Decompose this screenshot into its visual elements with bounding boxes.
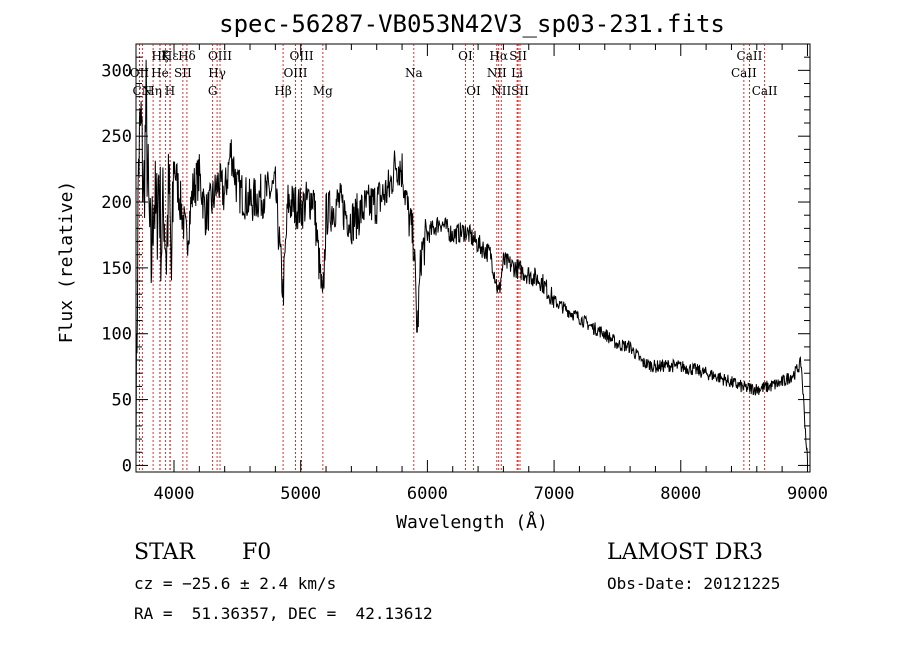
line-label: OI (458, 49, 473, 63)
chart-title: spec-56287-VB053N42V3_sp03-231.fits (219, 10, 725, 38)
plot-frame (135, 43, 811, 473)
line-label: CaII (731, 66, 757, 80)
line-label: G (208, 84, 218, 98)
line-label: He (151, 66, 169, 80)
line-label: Hη (144, 84, 162, 98)
x-tick-label: 8000 (660, 484, 701, 504)
object-subclass: F0 (242, 540, 272, 565)
line-label: Hγ (208, 66, 226, 80)
line-label: Na (405, 66, 423, 80)
y-tick-label: 250 (101, 127, 132, 147)
x-tick-label: 6000 (407, 484, 448, 504)
redshift-info: cz = −25.6 ± 2.4 km/s (134, 574, 337, 593)
y-axis-label: Flux (relative) (56, 181, 77, 344)
y-tick-label: 50 (112, 391, 132, 411)
x-axis-ticks: 4000 5000 6000 7000 8000 9000 (154, 44, 828, 504)
line-label: OIII (208, 49, 232, 63)
x-tick-label: 9000 (787, 484, 828, 504)
line-label: Mg (313, 84, 333, 98)
line-label: Hδ (178, 49, 196, 63)
x-tick-label: 7000 (534, 484, 575, 504)
emission-line-markers (139, 44, 766, 472)
line-label: NII (487, 66, 507, 80)
x-tick-label: 4000 (154, 484, 195, 504)
y-tick-label: 150 (101, 259, 132, 279)
coordinates-info: RA = 51.36357, DEC = 42.13612 (134, 604, 433, 623)
y-tick-label: 100 (101, 325, 132, 345)
line-label: CN (132, 84, 152, 98)
line-label: NII (491, 84, 511, 98)
y-tick-label: 0 (122, 456, 132, 476)
line-label: Li (511, 66, 523, 80)
line-label: Hζ (151, 49, 168, 63)
line-label: Hα (489, 49, 508, 63)
line-label: SII (511, 84, 529, 98)
line-label: CaII (737, 49, 763, 63)
line-label: Hβ (274, 84, 291, 98)
x-axis-label: Wavelength (Å) (396, 511, 548, 533)
spectrum-line (135, 59, 808, 466)
object-class: STAR (134, 540, 195, 565)
y-tick-label: 300 (101, 61, 132, 81)
line-label: K (161, 49, 171, 63)
line-label: SII (174, 66, 192, 80)
observation-date: Obs-Date: 20121225 (607, 574, 781, 593)
survey-name: LAMOST DR3 (607, 540, 763, 565)
line-label: OII (130, 66, 150, 80)
line-label: OIII (283, 66, 307, 80)
line-label: CaII (752, 84, 778, 98)
line-label: OI (466, 84, 481, 98)
y-axis-ticks: 0 50 100 150 200 250 300 (101, 56, 810, 476)
x-tick-label: 5000 (280, 484, 321, 504)
y-tick-label: 200 (101, 193, 132, 213)
line-label: H (165, 84, 175, 98)
line-label: OIII (290, 49, 314, 63)
line-label: SII (509, 49, 527, 63)
